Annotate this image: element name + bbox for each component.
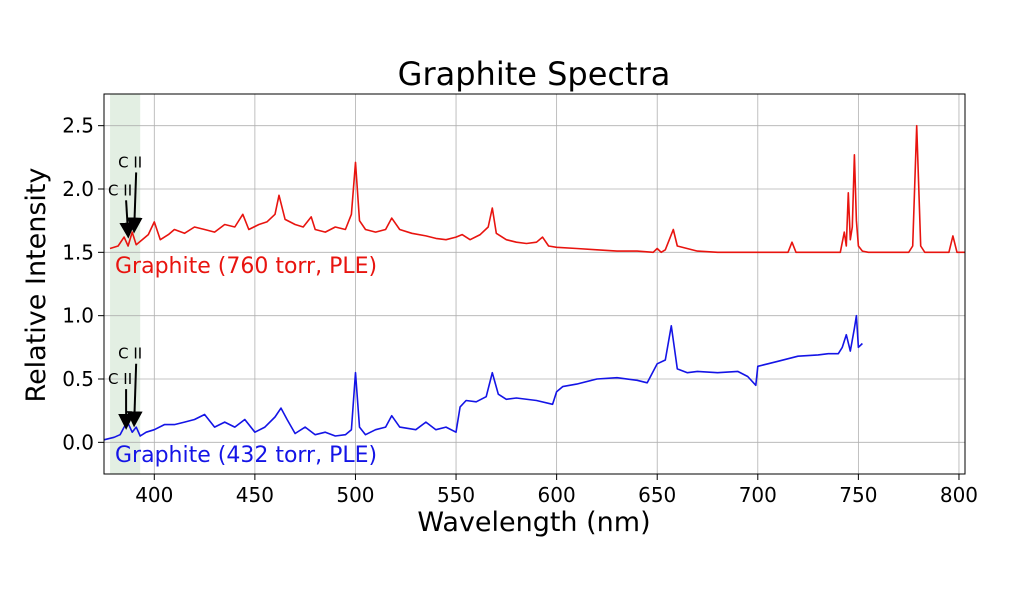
- x-axis-label: Wavelength (nm): [417, 507, 650, 538]
- y-tick-label: 2.5: [62, 114, 94, 138]
- x-tick-label: 450: [236, 483, 274, 507]
- x-tick-label: 500: [336, 483, 374, 507]
- chart-title: Graphite Spectra: [398, 55, 671, 93]
- x-tick-label: 600: [538, 483, 576, 507]
- y-axis-label: Relative Intensity: [21, 167, 52, 402]
- x-tick-label: 700: [739, 483, 777, 507]
- x-tick-label: 750: [839, 483, 877, 507]
- annotation-label-1: C II: [108, 181, 132, 199]
- x-tick-label: 800: [940, 483, 978, 507]
- series-label-2: Graphite (432 torr, PLE): [115, 443, 377, 468]
- series-line-2: [103, 314, 863, 441]
- axes-frame: [103, 93, 966, 475]
- series-label-1: Graphite (760 torr, PLE): [115, 254, 377, 279]
- y-tick-label: 0.5: [62, 367, 94, 391]
- annotation-label-4: C II: [118, 345, 142, 363]
- x-tick-label: 400: [135, 483, 173, 507]
- annotation-label-3: C II: [108, 370, 132, 388]
- y-tick-label: 2.0: [62, 177, 94, 201]
- annotation-arrow-2: [126, 172, 143, 234]
- y-tick-label: 1.0: [62, 304, 94, 328]
- series-line-1: [109, 124, 965, 254]
- x-tick-label: 650: [638, 483, 676, 507]
- y-tick-label: 1.5: [62, 240, 94, 264]
- y-tick-label: 0.0: [62, 430, 94, 454]
- x-tick-label: 550: [437, 483, 475, 507]
- plot-area: Graphite (760 torr, PLE) Graphite (432 to…: [62, 93, 978, 507]
- annotation-arrow-4: [126, 363, 143, 428]
- annotation-label-2: C II: [118, 153, 142, 171]
